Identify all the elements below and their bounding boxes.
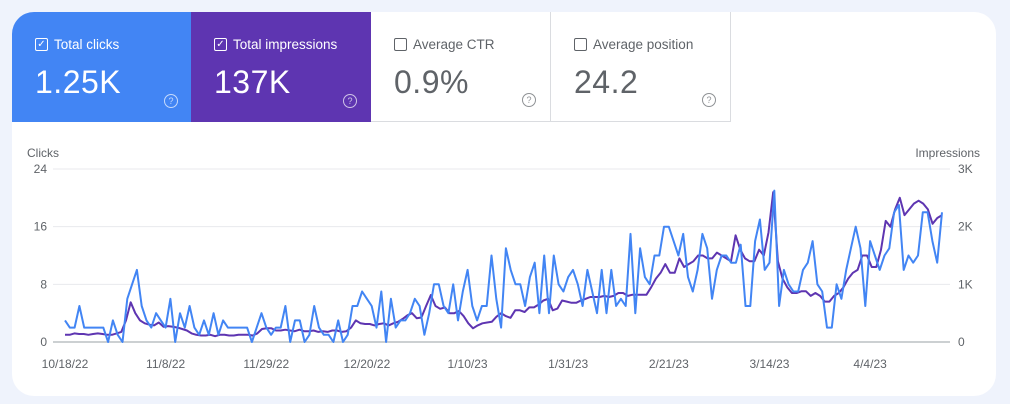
series-line-clicks xyxy=(64,189,943,343)
help-circle-icon[interactable]: ? xyxy=(702,93,716,107)
x-tick: 2/21/23 xyxy=(649,357,689,371)
metric-label: Average CTR xyxy=(413,37,495,52)
metric-tile-total-impressions[interactable]: ✓ Total impressions 137K ? xyxy=(191,12,371,122)
metric-value: 1.25K xyxy=(35,64,122,100)
metric-value: 0.9% xyxy=(394,64,469,100)
y-right-tick: 2K xyxy=(958,220,973,234)
x-tick: 1/10/23 xyxy=(448,357,488,371)
y-right-tick: 1K xyxy=(958,277,973,291)
y-right-axis-label: Impressions xyxy=(915,146,980,160)
y-left-tick: 24 xyxy=(34,162,48,176)
metric-tile-average-position[interactable]: Average position 24.2 ? xyxy=(551,12,731,122)
metric-label: Average position xyxy=(593,37,694,52)
checkbox-checked-icon[interactable]: ✓ xyxy=(35,38,48,51)
checkbox-empty-icon[interactable] xyxy=(574,38,587,51)
y-left-tick: 8 xyxy=(40,277,47,291)
metric-label: Total clicks xyxy=(54,37,120,52)
x-tick: 3/14/23 xyxy=(749,357,789,371)
help-circle-icon[interactable]: ? xyxy=(343,94,357,108)
x-tick: 10/18/22 xyxy=(42,357,89,371)
x-tick: 12/20/22 xyxy=(344,357,391,371)
x-tick: 11/8/22 xyxy=(146,357,185,371)
y-left-tick: 16 xyxy=(34,220,48,234)
metric-tile-total-clicks[interactable]: ✓ Total clicks 1.25K ? xyxy=(12,12,192,122)
metric-label: Total impressions xyxy=(233,37,338,52)
y-left-axis-label: Clicks xyxy=(27,146,59,160)
metric-value: 24.2 xyxy=(574,64,639,100)
checkbox-checked-icon[interactable]: ✓ xyxy=(214,38,227,51)
y-right-tick: 3K xyxy=(958,162,973,176)
metric-tile-average-ctr[interactable]: Average CTR 0.9% ? xyxy=(371,12,551,122)
x-tick: 4/4/23 xyxy=(853,357,887,371)
y-right-tick: 0 xyxy=(958,335,965,349)
help-circle-icon[interactable]: ? xyxy=(522,93,536,107)
checkbox-empty-icon[interactable] xyxy=(394,38,407,51)
x-tick: 1/31/23 xyxy=(548,357,588,371)
help-circle-icon[interactable]: ? xyxy=(164,94,178,108)
series-line-impressions xyxy=(65,191,943,338)
x-tick: 11/29/22 xyxy=(243,357,289,371)
y-left-tick: 0 xyxy=(40,335,47,349)
metric-value: 137K xyxy=(214,64,291,100)
